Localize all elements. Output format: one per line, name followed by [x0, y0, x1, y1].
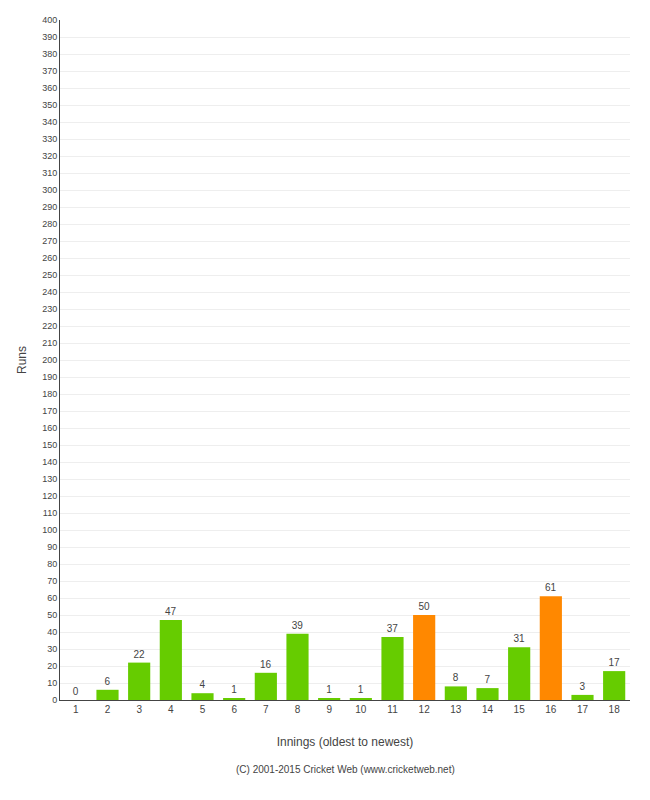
svg-text:1: 1	[326, 684, 332, 695]
svg-text:6: 6	[105, 676, 111, 687]
svg-text:10: 10	[47, 678, 57, 688]
svg-text:13: 13	[450, 704, 462, 715]
svg-text:370: 370	[42, 66, 57, 76]
svg-text:(C) 2001-2015 Cricket Web (www: (C) 2001-2015 Cricket Web (www.cricketwe…	[236, 764, 455, 775]
svg-text:140: 140	[42, 457, 57, 467]
svg-text:190: 190	[42, 372, 57, 382]
svg-text:310: 310	[42, 168, 57, 178]
svg-text:340: 340	[42, 117, 57, 127]
svg-text:330: 330	[42, 134, 57, 144]
svg-text:2: 2	[105, 704, 111, 715]
svg-text:80: 80	[47, 559, 57, 569]
svg-text:350: 350	[42, 100, 57, 110]
svg-text:90: 90	[47, 542, 57, 552]
svg-text:31: 31	[513, 633, 525, 644]
svg-text:3: 3	[580, 681, 586, 692]
svg-text:16: 16	[260, 659, 272, 670]
svg-text:40: 40	[47, 627, 57, 637]
svg-text:240: 240	[42, 287, 57, 297]
svg-text:Runs: Runs	[15, 346, 29, 374]
svg-text:160: 160	[42, 423, 57, 433]
svg-text:360: 360	[42, 83, 57, 93]
svg-text:70: 70	[47, 576, 57, 586]
svg-text:22: 22	[133, 649, 145, 660]
svg-text:170: 170	[42, 406, 57, 416]
svg-text:220: 220	[42, 321, 57, 331]
svg-text:130: 130	[42, 474, 57, 484]
svg-text:3: 3	[136, 704, 142, 715]
svg-text:1: 1	[73, 704, 79, 715]
svg-text:270: 270	[42, 236, 57, 246]
svg-text:7: 7	[263, 704, 269, 715]
svg-text:180: 180	[42, 389, 57, 399]
svg-text:400: 400	[42, 15, 57, 25]
svg-text:110: 110	[43, 508, 57, 518]
svg-text:12: 12	[419, 704, 431, 715]
svg-text:320: 320	[42, 151, 57, 161]
svg-text:61: 61	[545, 582, 557, 593]
svg-text:7: 7	[485, 674, 491, 685]
svg-text:50: 50	[47, 610, 57, 620]
svg-text:30: 30	[47, 644, 57, 654]
svg-text:390: 390	[42, 32, 57, 42]
svg-text:280: 280	[42, 219, 57, 229]
svg-text:0: 0	[52, 695, 57, 705]
svg-text:8: 8	[295, 704, 301, 715]
svg-text:0: 0	[73, 686, 79, 697]
svg-text:1: 1	[358, 684, 364, 695]
svg-text:20: 20	[47, 661, 57, 671]
svg-text:8: 8	[453, 672, 459, 683]
svg-text:14: 14	[482, 704, 494, 715]
svg-text:37: 37	[387, 623, 399, 634]
svg-text:380: 380	[42, 49, 57, 59]
svg-text:Innings (oldest to newest): Innings (oldest to newest)	[277, 735, 414, 749]
svg-text:9: 9	[326, 704, 332, 715]
svg-text:230: 230	[42, 304, 57, 314]
svg-text:11: 11	[387, 704, 398, 715]
svg-text:5: 5	[200, 704, 206, 715]
svg-text:260: 260	[42, 253, 57, 263]
svg-text:250: 250	[42, 270, 57, 280]
svg-text:60: 60	[47, 593, 57, 603]
svg-text:47: 47	[165, 606, 177, 617]
svg-text:200: 200	[42, 355, 57, 365]
svg-text:18: 18	[609, 704, 621, 715]
svg-text:1: 1	[231, 684, 237, 695]
svg-text:120: 120	[42, 491, 57, 501]
svg-text:50: 50	[418, 601, 430, 612]
svg-text:10: 10	[355, 704, 367, 715]
svg-text:4: 4	[200, 679, 206, 690]
svg-text:39: 39	[292, 620, 304, 631]
svg-text:290: 290	[42, 202, 57, 212]
svg-text:16: 16	[545, 704, 557, 715]
svg-text:210: 210	[42, 338, 57, 348]
svg-text:100: 100	[42, 525, 57, 535]
svg-text:150: 150	[42, 440, 57, 450]
svg-text:17: 17	[608, 657, 620, 668]
svg-text:6: 6	[231, 704, 237, 715]
svg-text:4: 4	[168, 704, 174, 715]
svg-text:15: 15	[514, 704, 526, 715]
svg-text:17: 17	[577, 704, 589, 715]
svg-text:300: 300	[42, 185, 57, 195]
